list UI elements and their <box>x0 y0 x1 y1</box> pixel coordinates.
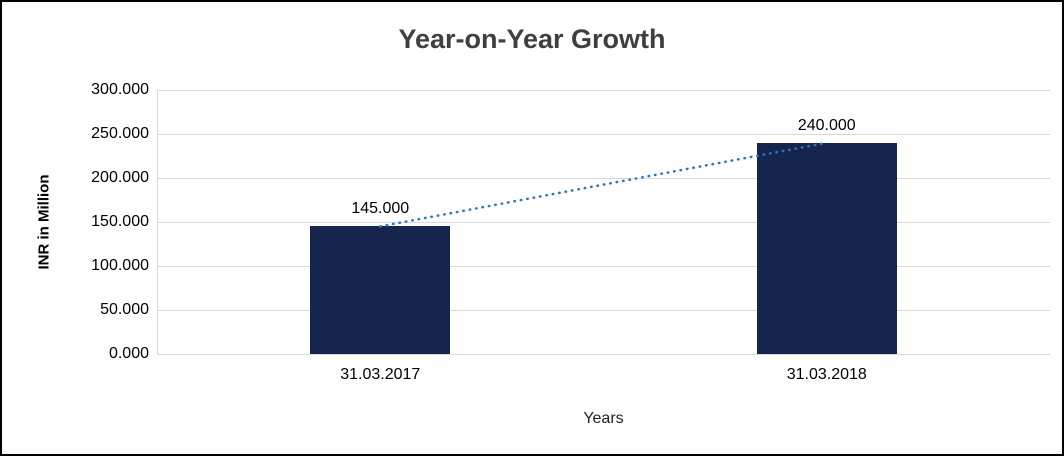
gridline <box>157 265 1050 267</box>
x-tick-label: 31.03.2017 <box>340 366 421 383</box>
y-axis-title: INR in Million <box>35 174 53 270</box>
plot-area: 145.000 240.000 <box>157 89 1050 355</box>
x-tick-label: 31.03.2018 <box>786 366 867 383</box>
gridline <box>157 309 1050 311</box>
x-axis-title: Years <box>583 410 624 427</box>
bar <box>756 142 897 354</box>
y-tick-label: 250.000 <box>91 125 149 142</box>
gridline <box>157 353 1050 355</box>
gridline <box>157 89 1050 91</box>
bar <box>310 226 451 354</box>
gridline <box>157 133 1050 135</box>
y-tick-label: 100.000 <box>91 257 149 274</box>
y-tick-label: 50.000 <box>100 301 149 318</box>
y-tick-label: 300.000 <box>91 81 149 98</box>
bar-value-label: 145.000 <box>351 200 410 218</box>
y-tick-label: 200.000 <box>91 169 149 186</box>
bar-value-label: 240.000 <box>797 116 856 134</box>
gridline <box>157 221 1050 223</box>
chart-title: Year-on-Year Growth <box>398 24 666 54</box>
y-tick-label: 150.000 <box>91 213 149 230</box>
y-tick-label: 0.000 <box>108 345 149 362</box>
gridline <box>157 177 1050 179</box>
